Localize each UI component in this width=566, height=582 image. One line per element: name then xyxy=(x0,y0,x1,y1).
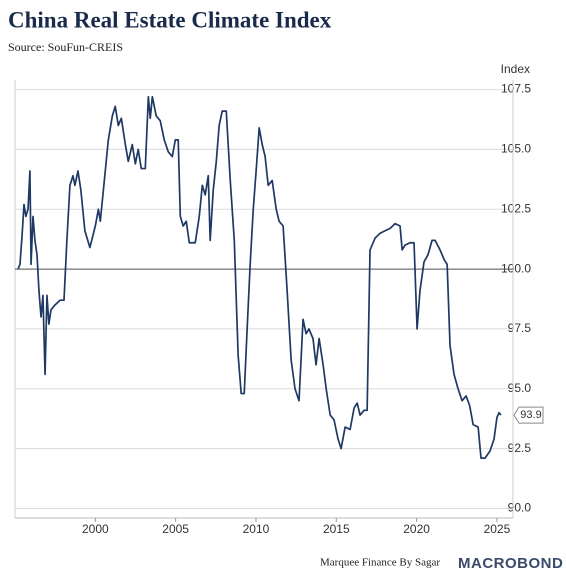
y-tick-label: 107.5 xyxy=(501,82,531,96)
y-tick-label: 92.5 xyxy=(508,441,532,455)
footer: Marquee Finance By Sagar xyxy=(320,557,440,569)
x-tick-label: 2020 xyxy=(403,522,430,536)
y-tick-label: 90.0 xyxy=(508,501,532,515)
y-tick-label: 100.0 xyxy=(501,261,531,275)
x-tick-label: 2010 xyxy=(243,522,270,536)
y-tick-label: 102.5 xyxy=(501,201,531,215)
last-value-label: 93.9 xyxy=(520,409,541,421)
x-tick-label: 2000 xyxy=(82,522,109,536)
chart-title: China Real Estate Climate Index xyxy=(8,7,332,32)
x-tick-label: 2025 xyxy=(484,522,511,536)
x-tick-label: 2015 xyxy=(323,522,350,536)
y-tick-label: 105.0 xyxy=(501,142,531,156)
brand: MACROBOND xyxy=(458,555,563,572)
y-tick-label: 95.0 xyxy=(508,381,532,395)
x-tick-label: 2005 xyxy=(162,522,189,536)
y-tick-label: 97.5 xyxy=(508,321,532,335)
subtitle: Source: SouFun-CREIS xyxy=(8,40,123,54)
y-axis-label: Index xyxy=(501,62,530,76)
series-line xyxy=(17,95,502,460)
last-value-box xyxy=(513,406,544,424)
